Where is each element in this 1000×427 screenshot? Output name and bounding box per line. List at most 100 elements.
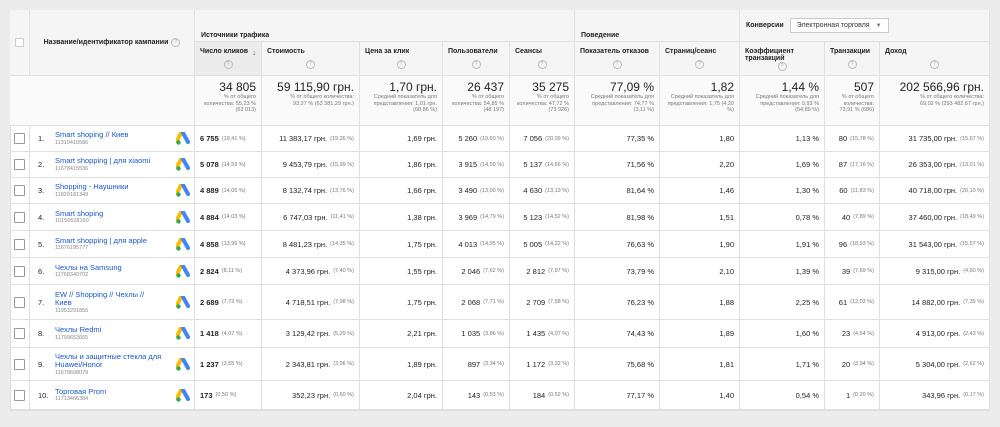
data-cell: 2 689 (7,73 %) xyxy=(195,285,262,320)
checkbox-cell xyxy=(10,381,30,410)
cell-percent: (14,56 %) xyxy=(545,161,569,168)
cell-percent: (3,55 %) xyxy=(221,361,243,367)
data-cell: 4 889 (14,05 %) xyxy=(195,178,262,204)
data-cell: 173 (0,50 %) xyxy=(195,381,262,410)
column-label[interactable]: Сеансы xyxy=(515,48,542,55)
total-note: % от общего количества: 47,72 % (73 926) xyxy=(516,94,569,113)
campaign-name[interactable]: Smart shoping xyxy=(55,208,104,218)
totals-cell: 26 437% от общего количества: 54,85 % (4… xyxy=(443,76,510,126)
data-cell: 4 630 (13,13 %) xyxy=(510,178,575,204)
campaign-id: 10156528150 xyxy=(55,218,89,225)
cell-value: 4 718,51 грн. xyxy=(285,297,331,307)
data-cell: 143 (0,53 %) xyxy=(443,381,510,410)
data-cell: 1,75 грн. xyxy=(360,285,443,320)
data-cell: 7 056 (20,09 %) xyxy=(510,126,575,152)
row-checkbox[interactable] xyxy=(14,358,25,370)
dropdown-value[interactable]: Электронная торговля xyxy=(796,22,870,29)
cell-value: 4 889 xyxy=(200,186,219,195)
total-value: 34 805 xyxy=(219,80,256,94)
cell-percent: (2,62 %) xyxy=(963,361,984,367)
column-label[interactable]: Число кликов xyxy=(200,48,249,55)
icon-part xyxy=(176,184,183,195)
cell-value: 1 035 xyxy=(461,329,481,338)
cell-value: 6 747,03 грн. xyxy=(283,212,328,222)
total-value: 35 275 xyxy=(532,80,569,94)
cell-value: 76,23 % xyxy=(626,297,654,307)
row-checkbox[interactable] xyxy=(14,328,25,339)
campaign-id: 11676195777 xyxy=(55,245,89,252)
cell-value: 1,30 % xyxy=(795,186,819,195)
select-all-checkbox[interactable] xyxy=(15,38,24,47)
column-label[interactable]: Страниц/сеанс xyxy=(665,48,717,55)
cell-value: 1,38 грн. xyxy=(407,212,437,222)
data-cell: 73,79 % xyxy=(575,258,660,285)
data-cell: 1 237 (3,55 %) xyxy=(195,348,262,381)
cell-percent: (7,98 %) xyxy=(333,299,354,305)
cell-percent: (7,40 %) xyxy=(333,268,354,274)
cell-percent: (14,05 %) xyxy=(221,187,246,194)
row-checkbox[interactable] xyxy=(14,211,25,223)
data-cell: 1,91 % xyxy=(740,231,825,258)
dropdown-arrow: ▼ xyxy=(875,23,882,29)
data-cell: 6 747,03 грн. (11,41 %) xyxy=(262,204,360,231)
campaign-name[interactable]: Чехлы Redmi xyxy=(55,325,102,335)
cell-value: 9 315,00 грн. xyxy=(915,266,961,276)
row-checkbox[interactable] xyxy=(14,265,25,277)
column-label[interactable]: Показатель отказов xyxy=(580,48,649,55)
row-checkbox[interactable] xyxy=(14,389,25,401)
campaign-name[interactable]: EW // Shopping // Чехлы // Киев xyxy=(55,289,145,307)
icon-part xyxy=(181,210,190,223)
cell-value: 40 718,00 грн. xyxy=(908,186,958,195)
help-icon: ? xyxy=(306,60,315,69)
campaign-cell: 10. Торговая Prom 11713466384 xyxy=(30,381,195,410)
column-label[interactable]: Доход xyxy=(885,48,907,55)
header-label[interactable]: Название/идентификатор кампании xyxy=(43,39,169,46)
campaign-cell: 9. Чехлы и защитные стекла для Huawei/Hon… xyxy=(30,348,195,381)
cell-percent: (3,32 %) xyxy=(548,361,569,367)
campaign-name[interactable]: Чехлы и защитные стекла для Huawei/Honor xyxy=(55,351,162,369)
column-label[interactable]: Транзакции xyxy=(830,48,871,55)
campaign-name[interactable]: Чехлы на Samsung xyxy=(55,262,122,272)
column-label[interactable]: Цена за клик xyxy=(365,48,410,55)
campaign-id: 11310410586 xyxy=(55,139,89,146)
column-label[interactable]: Коэффициент транзакций xyxy=(745,48,795,62)
cell-percent: (20,10 %) xyxy=(960,187,984,194)
campaign-name[interactable]: Smart shoping // Киев xyxy=(55,130,129,140)
cell-value: 1,40 xyxy=(719,390,734,400)
row-index: 4. xyxy=(38,212,45,222)
conversion-dropdown[interactable]: Электронная торговля ▼ xyxy=(789,18,889,33)
data-cell: 3 915 (14,59 %) xyxy=(443,152,510,178)
column-label[interactable]: Пользователи xyxy=(448,48,498,55)
cell-percent: (12,03 %) xyxy=(850,299,874,305)
cell-value: 77,17 % xyxy=(626,390,654,400)
campaign-text: Чехлы на Samsung 11768340702 xyxy=(55,262,176,278)
cell-value: 37 460,00 грн. xyxy=(908,212,958,222)
campaign-name[interactable]: Торговая Prom xyxy=(55,386,107,396)
campaign-name[interactable]: Smart shopping | для xiaomi xyxy=(55,156,151,166)
icon-part xyxy=(176,303,181,309)
cell-value: 343,96 грн. xyxy=(922,390,961,400)
help-icon: ? xyxy=(612,60,622,69)
cell-value: 2 709 xyxy=(526,297,546,307)
row-checkbox[interactable] xyxy=(14,133,25,144)
row-checkbox[interactable] xyxy=(14,159,25,170)
data-cell: 77,35 % xyxy=(575,126,660,152)
campaign-name[interactable]: Smart shopping | для apple xyxy=(55,235,147,245)
campaign-name[interactable]: Shopping - Наушники xyxy=(55,182,129,192)
cell-value: 75,68 % xyxy=(626,359,654,369)
row-checkbox[interactable] xyxy=(14,238,25,250)
icon-part xyxy=(181,295,190,308)
cell-value: 1,46 xyxy=(719,186,734,195)
cell-value: 1,90 xyxy=(719,239,734,249)
cell-percent: (7,62 %) xyxy=(483,268,504,274)
cell-percent: (4,60 %) xyxy=(963,268,984,274)
row-checkbox[interactable] xyxy=(14,185,25,196)
row-checkbox[interactable] xyxy=(14,296,25,308)
column-header: Транзакции? xyxy=(825,42,880,76)
cell-value: 20 xyxy=(841,359,851,369)
data-cell: 2,21 грн. xyxy=(360,320,443,348)
column-label[interactable]: Стоимость xyxy=(267,48,305,55)
icon-part xyxy=(176,365,181,371)
total-note: % от общего количества: 55,23 % (63 013) xyxy=(203,94,256,113)
